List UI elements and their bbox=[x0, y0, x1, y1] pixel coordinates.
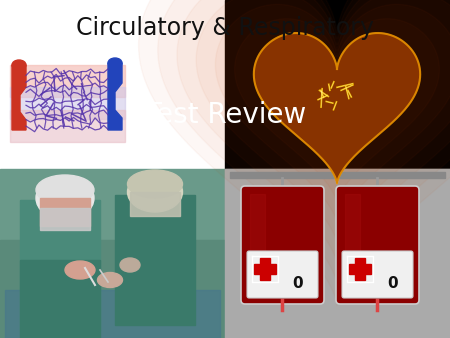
Bar bbox=[225, 169, 450, 338]
FancyBboxPatch shape bbox=[336, 186, 419, 304]
Bar bbox=[254, 264, 276, 274]
Text: 0: 0 bbox=[388, 275, 398, 290]
Ellipse shape bbox=[98, 272, 122, 288]
Ellipse shape bbox=[65, 261, 95, 279]
Ellipse shape bbox=[36, 175, 94, 205]
Polygon shape bbox=[108, 63, 122, 130]
Ellipse shape bbox=[36, 176, 94, 220]
Bar bbox=[40, 198, 90, 226]
Polygon shape bbox=[254, 33, 420, 184]
FancyBboxPatch shape bbox=[241, 186, 324, 304]
Ellipse shape bbox=[12, 60, 26, 70]
Bar bbox=[225, 0, 450, 169]
Bar bbox=[355, 258, 365, 280]
Bar bbox=[250, 194, 265, 294]
Text: 0: 0 bbox=[292, 275, 303, 290]
Bar bbox=[10, 87, 125, 119]
Ellipse shape bbox=[127, 170, 183, 198]
Ellipse shape bbox=[108, 58, 122, 68]
Bar bbox=[130, 192, 180, 216]
FancyBboxPatch shape bbox=[247, 251, 318, 298]
FancyBboxPatch shape bbox=[342, 251, 413, 298]
Bar bbox=[230, 172, 445, 178]
Bar bbox=[20, 200, 100, 330]
Text: Circulatory & Respiratory: Circulatory & Respiratory bbox=[76, 16, 374, 40]
Bar bbox=[345, 194, 360, 294]
Bar bbox=[20, 260, 100, 338]
Bar bbox=[10, 110, 125, 142]
Bar bbox=[349, 264, 371, 274]
Bar bbox=[5, 290, 220, 338]
Ellipse shape bbox=[127, 172, 183, 212]
Polygon shape bbox=[12, 65, 26, 130]
Bar bbox=[40, 208, 90, 230]
Bar bbox=[260, 258, 270, 280]
Bar bbox=[10, 65, 125, 97]
Bar bbox=[115, 195, 195, 325]
Bar bbox=[225, 169, 450, 338]
Bar bbox=[0, 169, 225, 338]
Text: Test Review: Test Review bbox=[144, 101, 306, 129]
Ellipse shape bbox=[120, 258, 140, 272]
Bar bbox=[0, 0, 225, 169]
Bar bbox=[0, 240, 225, 338]
